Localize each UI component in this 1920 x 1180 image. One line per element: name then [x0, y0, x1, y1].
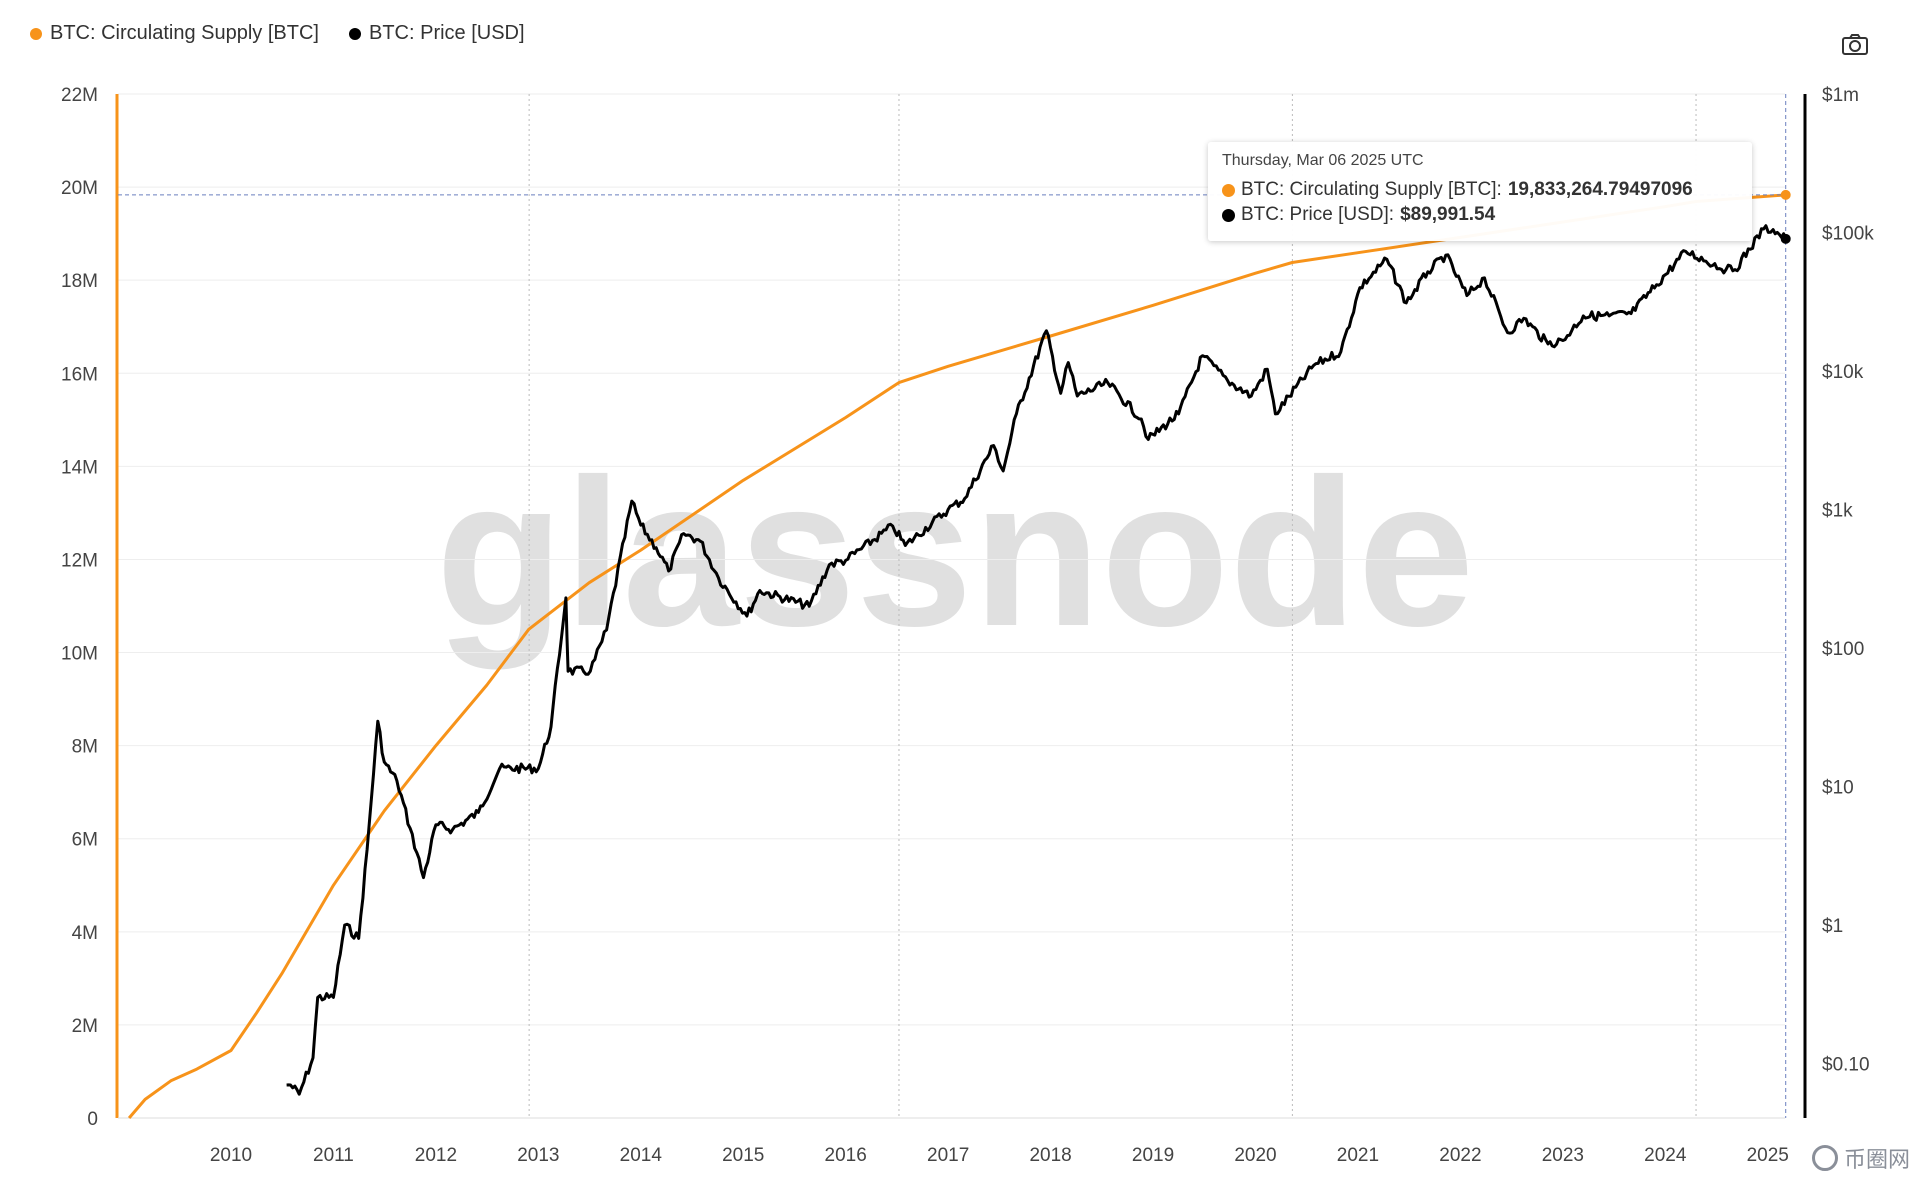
supply-dot-icon — [30, 27, 42, 40]
x-tick-label: 2022 — [1439, 1145, 1481, 1166]
left-tick-label: 8M — [72, 737, 98, 758]
left-tick-label: 12M — [61, 550, 98, 571]
price-dot-icon — [348, 27, 361, 40]
hover-tooltip: Thursday, Mar 06 2025 UTC BTC: Circulati… — [1208, 142, 1752, 241]
tooltip-price-value: $89,991.54 — [1400, 204, 1496, 225]
coin-logo-icon — [1812, 1145, 1838, 1171]
camera-icon — [1842, 34, 1868, 55]
x-tick-label: 2023 — [1542, 1145, 1584, 1166]
right-tick-label: $1k — [1822, 501, 1853, 522]
x-tick-label: 2010 — [210, 1145, 252, 1166]
tooltip-supply-label: BTC: Circulating Supply [BTC]: — [1241, 179, 1502, 200]
tooltip-supply-value: 19,833,264.79497096 — [1507, 179, 1693, 200]
axes: 0 2M 4M 6M 8M 10M 12M 14M 16M 18M 20M 22M $0.10 $1 $10… — [61, 85, 1874, 1166]
x-tick-label: 2017 — [927, 1145, 969, 1166]
right-tick-label: $1 — [1822, 916, 1843, 937]
right-tick-label: $100 — [1822, 639, 1864, 660]
series-line-price — [286, 224, 1788, 1096]
camera-button[interactable] — [1840, 32, 1870, 58]
x-tick-label: 2025 — [1747, 1145, 1789, 1166]
tooltip-row-supply: BTC: Circulating Supply [BTC]: 19,833,26… — [1222, 179, 1693, 201]
x-tick-label: 2016 — [825, 1145, 867, 1166]
series-line-supply — [127, 193, 1786, 1119]
legend: BTC: Circulating Supply [BTC] BTC: Price… — [30, 22, 525, 45]
x-tick-label: 2011 — [313, 1145, 354, 1166]
left-tick-label: 16M — [61, 364, 98, 385]
right-tick-label: $10 — [1822, 778, 1854, 799]
legend-label-supply: BTC: Circulating Supply [BTC] — [50, 22, 319, 44]
x-tick-label: 2012 — [415, 1145, 457, 1166]
glassnode-watermark: glassnode — [436, 435, 1475, 670]
left-tick-label: 10M — [61, 644, 98, 665]
right-tick-label: $1m — [1822, 85, 1859, 106]
right-tick-label: $10k — [1822, 362, 1864, 383]
corner-watermark: 币圈网 — [1812, 1142, 1910, 1174]
left-tick-label: 18M — [61, 271, 98, 292]
legend-item-price[interactable]: BTC: Price [USD] — [348, 22, 525, 45]
left-tick-label: 0 — [87, 1109, 98, 1130]
left-tick-label: 2M — [72, 1016, 98, 1037]
tooltip-row-price: BTC: Price [USD]: $89,991.54 — [1222, 204, 1495, 226]
left-tick-label: 14M — [61, 457, 98, 478]
corner-watermark-text: 币圈网 — [1844, 1147, 1911, 1172]
x-tick-label: 2024 — [1644, 1145, 1687, 1166]
x-tick-label: 2021 — [1337, 1145, 1379, 1166]
supply-hover-point — [1780, 189, 1791, 200]
tooltip-date: Thursday, Mar 06 2025 UTC — [1222, 152, 1424, 169]
tooltip-price-label: BTC: Price [USD]: — [1241, 204, 1395, 225]
x-tick-label: 2014 — [620, 1145, 663, 1166]
price-hover-point — [1780, 233, 1791, 244]
x-tick-label: 2018 — [1029, 1145, 1071, 1166]
right-tick-label: $100k — [1822, 224, 1874, 245]
x-tick-label: 2020 — [1234, 1145, 1276, 1166]
legend-item-supply[interactable]: BTC: Circulating Supply [BTC] — [30, 22, 319, 45]
supply-dot-icon — [1222, 183, 1235, 197]
left-tick-label: 4M — [72, 923, 98, 944]
legend-label-price: BTC: Price [USD] — [368, 22, 525, 44]
right-tick-label: $0.10 — [1822, 1055, 1870, 1076]
price-dot-icon — [1222, 208, 1235, 222]
left-tick-label: 6M — [72, 830, 98, 851]
left-tick-label: 22M — [61, 85, 98, 106]
left-tick-label: 20M — [61, 178, 98, 199]
x-tick-label: 2019 — [1132, 1145, 1174, 1166]
x-tick-label: 2015 — [722, 1145, 764, 1166]
series-layer — [127, 193, 1788, 1119]
x-tick-label: 2013 — [517, 1145, 559, 1166]
